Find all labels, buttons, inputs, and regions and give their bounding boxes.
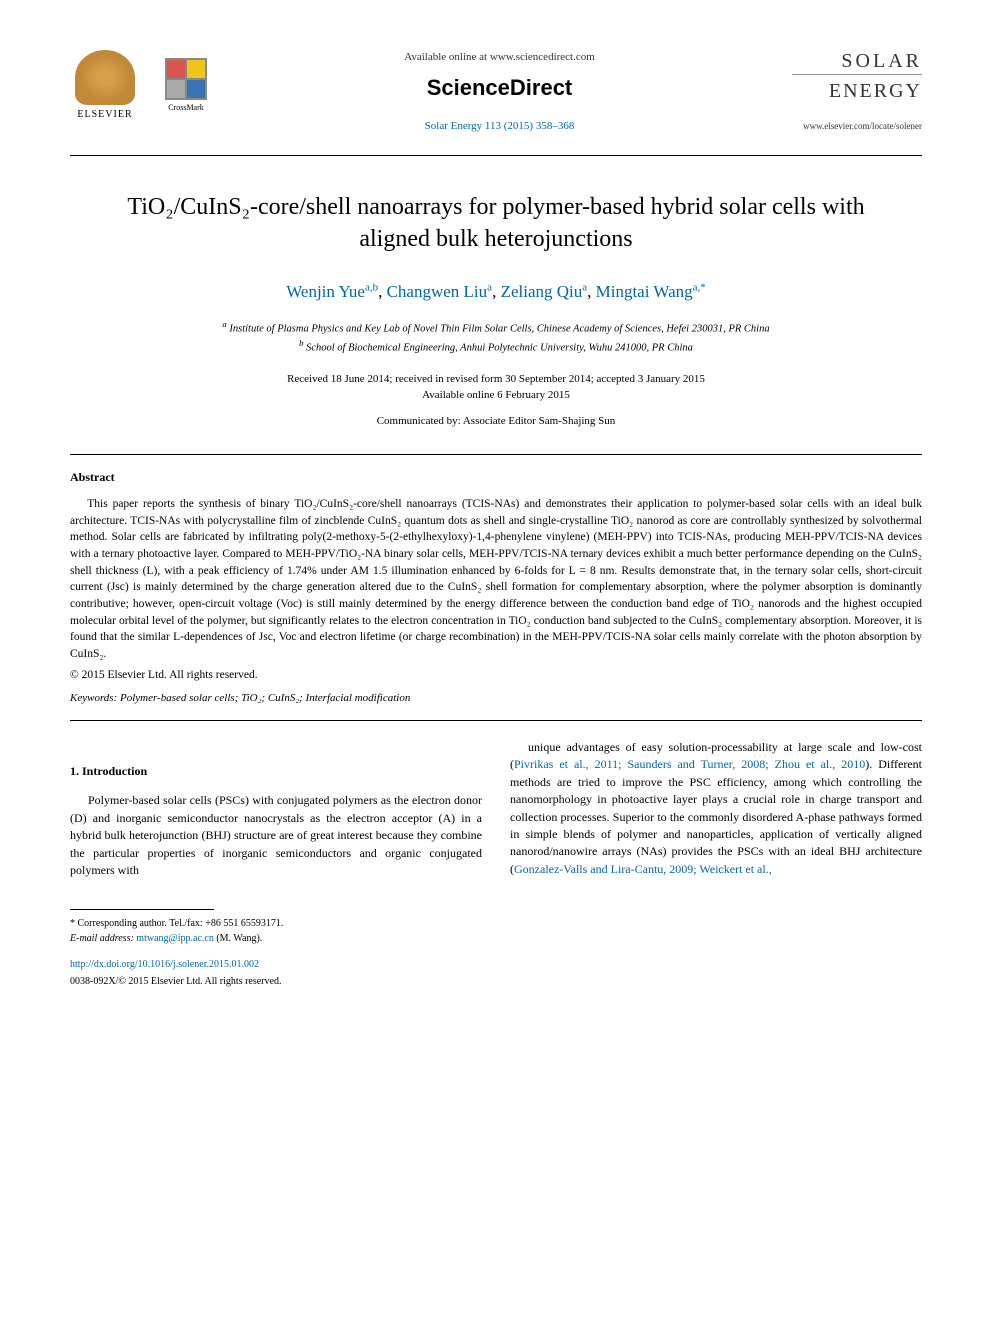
page-footer: * Corresponding author. Tel./fax: +86 55… <box>70 909 482 989</box>
keywords-text: Polymer-based solar cells; TiO₂; CuInS₂;… <box>120 692 410 704</box>
journal-logo-line2: ENERGY <box>792 74 922 105</box>
received-line: Received 18 June 2014; received in revis… <box>70 371 922 388</box>
crossmark-widget[interactable]: CrossMark <box>165 50 207 113</box>
affiliation-b: b School of Biochemical Engineering, Anh… <box>70 337 922 356</box>
abstract-body: This paper reports the synthesis of bina… <box>70 496 922 663</box>
abstract-copyright: © 2015 Elsevier Ltd. All rights reserved… <box>70 667 922 683</box>
journal-locate-url: www.elsevier.com/locate/solener <box>792 120 922 133</box>
issn-copyright: 0038-092X/© 2015 Elsevier Ltd. All right… <box>70 975 482 990</box>
elsevier-tree-icon <box>75 50 135 105</box>
author-aff-sup: a,* <box>693 282 706 294</box>
affiliation-b-text: School of Biochemical Engineering, Anhui… <box>306 343 693 354</box>
abstract-rule-bottom <box>70 720 922 721</box>
keywords-label: Keywords: <box>70 692 117 704</box>
crossmark-label: CrossMark <box>165 102 207 113</box>
journal-reference-link[interactable]: Solar Energy 113 (2015) 358–368 <box>425 120 575 132</box>
affiliations: a Institute of Plasma Physics and Key La… <box>70 318 922 357</box>
section-1-heading: 1. Introduction <box>70 763 482 780</box>
affiliation-a-text: Institute of Plasma Physics and Key Lab … <box>229 324 769 335</box>
email-name: (M. Wang). <box>216 933 262 944</box>
author-aff-sup: a <box>487 282 492 294</box>
header-left-logos: ELSEVIER CrossMark <box>70 50 207 130</box>
author-aff-sup: a,b <box>365 282 378 294</box>
sciencedirect-logo: ScienceDirect <box>227 73 772 104</box>
author-link[interactable]: Changwen Liu <box>387 282 488 301</box>
author-link[interactable]: Mingtai Wang <box>596 282 693 301</box>
doi-link[interactable]: http://dx.doi.org/10.1016/j.solener.2015… <box>70 958 482 973</box>
authors-line: Wenjin Yuea,b, Changwen Liua, Zeliang Qi… <box>70 280 922 304</box>
elsevier-label: ELSEVIER <box>77 108 132 122</box>
header-center: Available online at www.sciencedirect.co… <box>207 50 792 135</box>
intro-paragraph-left: Polymer-based solar cells (PSCs) with co… <box>70 792 482 879</box>
corresponding-email-line: E-mail address: mtwang@ipp.ac.cn (M. Wan… <box>70 931 482 946</box>
author-link[interactable]: Wenjin Yue <box>286 282 365 301</box>
email-label: E-mail address: <box>70 933 134 944</box>
elsevier-logo: ELSEVIER <box>70 50 140 130</box>
intro-paragraph-right: unique advantages of easy solution-proce… <box>510 739 922 878</box>
author: Mingtai Wanga,* <box>596 282 706 301</box>
author-link[interactable]: Zeliang Qiu <box>501 282 583 301</box>
author: Changwen Liua <box>387 282 492 301</box>
available-online-line: Available online 6 February 2015 <box>70 387 922 404</box>
email-link[interactable]: mtwang@ipp.ac.cn <box>136 933 214 944</box>
body-column-left: 1. Introduction Polymer-based solar cell… <box>70 739 482 989</box>
journal-header: ELSEVIER CrossMark Available online at w… <box>70 50 922 156</box>
citation-link[interactable]: Gonzalez-Valls and Lira-Cantu, 2009; Wei… <box>514 862 772 876</box>
keywords-line: Keywords: Polymer-based solar cells; TiO… <box>70 691 922 706</box>
citation-link[interactable]: Pivrikas et al., 2011; Saunders and Turn… <box>514 757 865 771</box>
affiliation-a: a Institute of Plasma Physics and Key La… <box>70 318 922 337</box>
author: Zeliang Qiua <box>501 282 588 301</box>
body-two-column: 1. Introduction Polymer-based solar cell… <box>70 739 922 989</box>
available-online-text: Available online at www.sciencedirect.co… <box>227 50 772 65</box>
communicated-by: Communicated by: Associate Editor Sam-Sh… <box>70 414 922 429</box>
corresponding-author: * Corresponding author. Tel./fax: +86 55… <box>70 916 482 931</box>
body-column-right: unique advantages of easy solution-proce… <box>510 739 922 989</box>
article-title: TiO₂/CuInS₂-core/shell nanoarrays for po… <box>110 191 882 256</box>
journal-logo-line1: SOLAR <box>792 50 922 72</box>
intro-text-2: ). Different methods are tried to improv… <box>510 757 922 875</box>
article-dates: Received 18 June 2014; received in revis… <box>70 371 922 404</box>
author: Wenjin Yuea,b <box>286 282 378 301</box>
abstract-rule-top <box>70 454 922 455</box>
footer-rule <box>70 909 214 910</box>
author-aff-sup: a <box>582 282 587 294</box>
abstract-heading: Abstract <box>70 469 922 486</box>
header-right: SOLAR ENERGY www.elsevier.com/locate/sol… <box>792 50 922 133</box>
crossmark-icon <box>165 58 207 100</box>
